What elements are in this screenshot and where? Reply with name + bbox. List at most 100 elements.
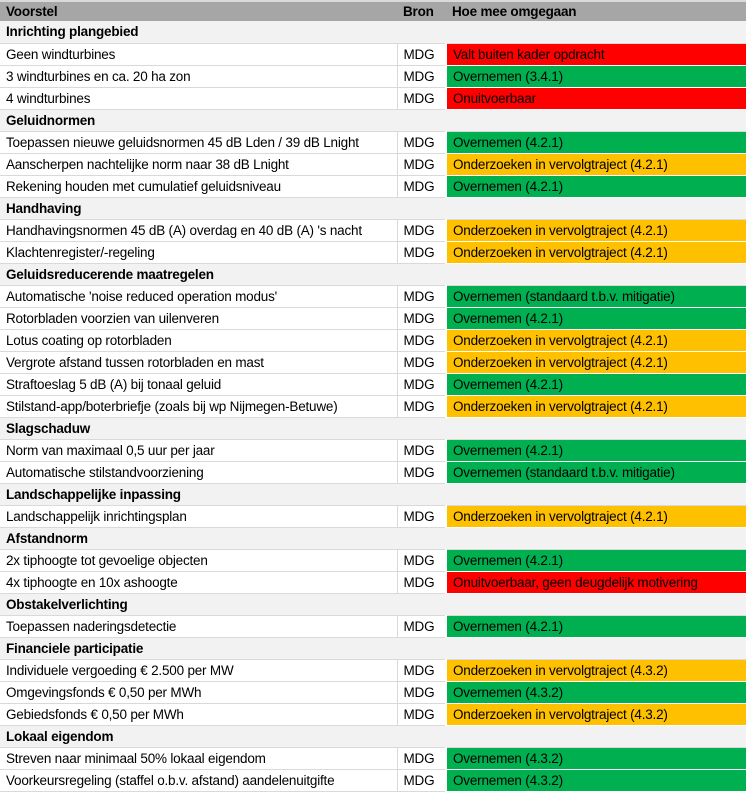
bron-cell: MDG bbox=[397, 549, 446, 572]
voorstel-cell: Automatische 'noise reduced operation mo… bbox=[0, 285, 398, 308]
status-cell-green: Overnemen (4.3.2) bbox=[445, 747, 746, 770]
section-title: Obstakelverlichting bbox=[0, 593, 746, 616]
section-row: Financiele participatie bbox=[0, 637, 746, 660]
bron-cell: MDG bbox=[397, 87, 446, 110]
table-row: Automatische 'noise reduced operation mo… bbox=[0, 285, 746, 308]
section-row: Handhaving bbox=[0, 197, 746, 220]
table-row: Vergrote afstand tussen rotorbladen en m… bbox=[0, 351, 746, 374]
bron-cell: MDG bbox=[397, 43, 446, 66]
status-cell-amber: Onderzoeken in vervolgtraject (4.2.1) bbox=[445, 351, 746, 374]
section-title: Inrichting plangebied bbox=[0, 21, 746, 44]
voorstel-cell: Automatische stilstandvoorziening bbox=[0, 461, 398, 484]
bron-cell: MDG bbox=[397, 219, 446, 242]
status-cell-red: Valt buiten kader opdracht bbox=[445, 43, 746, 66]
status-cell-amber: Onderzoeken in vervolgtraject (4.3.2) bbox=[445, 703, 746, 726]
bron-cell: MDG bbox=[397, 659, 446, 682]
col-header-bron: Bron bbox=[397, 1, 446, 21]
voorstel-cell: Streven naar minimaal 50% lokaal eigendo… bbox=[0, 747, 398, 770]
bron-cell: MDG bbox=[397, 241, 446, 264]
voorstel-cell: Stilstand-app/boterbriefje (zoals bij wp… bbox=[0, 395, 398, 418]
table-row: Lotus coating op rotorbladen MDG Onderzoek… bbox=[0, 329, 746, 352]
status-cell-amber: Onderzoeken in vervolgtraject (4.2.1) bbox=[445, 329, 746, 352]
table-row: Straftoeslag 5 dB (A) bij tonaal geluid M… bbox=[0, 373, 746, 396]
table-row: Streven naar minimaal 50% lokaal eigendo… bbox=[0, 747, 746, 770]
status-cell-green: Overnemen (standaard t.b.v. mitigatie) bbox=[445, 285, 746, 308]
voorstel-cell: Aanscherpen nachtelijke norm naar 38 dB … bbox=[0, 153, 398, 176]
table-row: Rotorbladen voorzien van uilenveren MDG Ov… bbox=[0, 307, 746, 330]
bron-cell: MDG bbox=[397, 769, 446, 792]
status-cell-green: Overnemen (4.2.1) bbox=[445, 615, 746, 638]
bron-cell: MDG bbox=[397, 505, 446, 528]
section-row: Landschappelijke inpassing bbox=[0, 483, 746, 506]
status-cell-red: Onuitvoerbaar, geen deugdelijk motiverin… bbox=[445, 571, 746, 594]
status-cell-green: Overnemen (3.4.1) bbox=[445, 65, 746, 88]
status-cell-green: Overnemen (4.2.1) bbox=[445, 131, 746, 154]
section-row: Geluidsreducerende maatregelen bbox=[0, 263, 746, 286]
bron-cell: MDG bbox=[397, 65, 446, 88]
table-row: Omgevingsfonds € 0,50 per MWh MDG Overneme… bbox=[0, 681, 746, 704]
voorstel-cell: Rekening houden met cumulatief geluidsni… bbox=[0, 175, 398, 198]
table-row: Gebiedsfonds € 0,50 per MWh MDG Onderzoeke… bbox=[0, 703, 746, 726]
proposal-table-header: Voorstel Bron Hoe mee omgegaan bbox=[0, 1, 746, 21]
status-cell-green: Overnemen (standaard t.b.v. mitigatie) bbox=[445, 461, 746, 484]
bron-cell: MDG bbox=[397, 703, 446, 726]
bron-cell: MDG bbox=[397, 615, 446, 638]
bron-cell: MDG bbox=[397, 395, 446, 418]
status-cell-green: Overnemen (4.2.1) bbox=[445, 307, 746, 330]
section-title: Geluidnormen bbox=[0, 109, 746, 132]
table-row: Aanscherpen nachtelijke norm naar 38 dB … bbox=[0, 153, 746, 176]
status-cell-amber: Onderzoeken in vervolgtraject (4.2.1) bbox=[445, 241, 746, 264]
voorstel-cell: 3 windturbines en ca. 20 ha zon bbox=[0, 65, 398, 88]
table-row: Individuele vergoeding € 2.500 per MW MDG… bbox=[0, 659, 746, 682]
status-cell-green: Overnemen (4.2.1) bbox=[445, 439, 746, 462]
voorstel-cell: 4 windturbines bbox=[0, 87, 398, 110]
voorstel-cell: 2x tiphoogte tot gevoelige objecten bbox=[0, 549, 398, 572]
col-header-voorstel: Voorstel bbox=[0, 1, 397, 21]
bron-cell: MDG bbox=[397, 681, 446, 704]
section-title: Financiele participatie bbox=[0, 637, 746, 660]
section-title: Slagschaduw bbox=[0, 417, 746, 440]
table-row: 3 windturbines en ca. 20 ha zon MDG Overne… bbox=[0, 65, 746, 88]
table-row: Toepassen nieuwe geluidsnormen 45 dB Lde… bbox=[0, 131, 746, 154]
section-row: Geluidnormen bbox=[0, 109, 746, 132]
table-row: Landschappelijk inrichtingsplan MDG Onderz… bbox=[0, 505, 746, 528]
bron-cell: MDG bbox=[397, 307, 446, 330]
section-row: Obstakelverlichting bbox=[0, 593, 746, 616]
bron-cell: MDG bbox=[397, 329, 446, 352]
bron-cell: MDG bbox=[397, 461, 446, 484]
section-title: Handhaving bbox=[0, 197, 746, 220]
section-title: Geluidsreducerende maatregelen bbox=[0, 263, 746, 286]
bron-cell: MDG bbox=[397, 131, 446, 154]
voorstel-cell: Klachtenregister/-regeling bbox=[0, 241, 398, 264]
section-title: Lokaal eigendom bbox=[0, 725, 746, 748]
voorstel-cell: Handhavingsnormen 45 dB (A) overdag en 4… bbox=[0, 219, 398, 242]
status-cell-green: Overnemen (4.3.2) bbox=[445, 681, 746, 704]
voorstel-cell: 4x tiphoogte en 10x ashoogte bbox=[0, 571, 398, 594]
status-cell-amber: Onderzoeken in vervolgtraject (4.2.1) bbox=[445, 505, 746, 528]
status-cell-green: Overnemen (4.3.2) bbox=[445, 769, 746, 792]
bron-cell: MDG bbox=[397, 439, 446, 462]
voorstel-cell: Rotorbladen voorzien van uilenveren bbox=[0, 307, 398, 330]
table-row: Rekening houden met cumulatief geluidsni… bbox=[0, 175, 746, 198]
voorstel-cell: Omgevingsfonds € 0,50 per MWh bbox=[0, 681, 398, 704]
section-title: Landschappelijke inpassing bbox=[0, 483, 746, 506]
status-cell-red: Onuitvoerbaar bbox=[445, 87, 746, 110]
bron-cell: MDG bbox=[397, 351, 446, 374]
voorstel-cell: Voorkeursregeling (staffel o.b.v. afstan… bbox=[0, 769, 398, 792]
col-header-hoe-mee-omgegaan: Hoe mee omgegaan bbox=[446, 1, 746, 21]
table-row: Stilstand-app/boterbriefje (zoals bij wp… bbox=[0, 395, 746, 418]
table-row: Voorkeursregeling (staffel o.b.v. afstan… bbox=[0, 769, 746, 792]
table-row: 4x tiphoogte en 10x ashoogte MDG Onuitvoer… bbox=[0, 571, 746, 594]
table-row: Toepassen naderingsdetectie MDG Overnemen … bbox=[0, 615, 746, 638]
status-cell-amber: Onderzoeken in vervolgtraject (4.2.1) bbox=[445, 153, 746, 176]
table-row: Norm van maximaal 0,5 uur per jaar MDG Ove… bbox=[0, 439, 746, 462]
section-row: Slagschaduw bbox=[0, 417, 746, 440]
bron-cell: MDG bbox=[397, 571, 446, 594]
table-row: Klachtenregister/-regeling MDG Onderzoeken… bbox=[0, 241, 746, 264]
status-cell-amber: Onderzoeken in vervolgtraject (4.2.1) bbox=[445, 395, 746, 418]
table-row: 2x tiphoogte tot gevoelige objecten MDG Ov… bbox=[0, 549, 746, 572]
bron-cell: MDG bbox=[397, 153, 446, 176]
voorstel-cell: Geen windturbines bbox=[0, 43, 398, 66]
table-row: Automatische stilstandvoorziening MDG Over… bbox=[0, 461, 746, 484]
